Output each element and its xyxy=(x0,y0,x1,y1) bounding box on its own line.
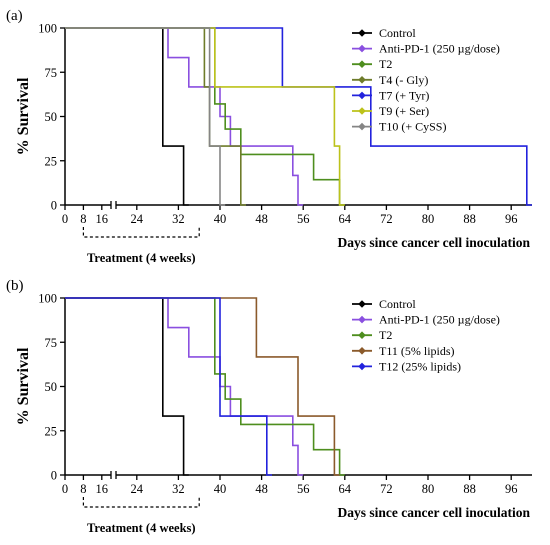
legend-entry: T2 xyxy=(379,57,392,71)
x-tick-label: 32 xyxy=(172,482,185,496)
y-axis-label: % Survival xyxy=(15,347,32,425)
y-tick-label: 100 xyxy=(38,292,57,306)
series-line xyxy=(65,27,532,206)
legend-marker-icon xyxy=(358,347,366,355)
x-tick-label: 88 xyxy=(463,482,476,496)
y-tick-label: 25 xyxy=(45,424,58,438)
x-tick-label: 40 xyxy=(214,482,227,496)
x-axis-label: Days since cancer cell inoculation xyxy=(338,505,531,520)
x-tick-label: 48 xyxy=(255,212,268,226)
legend-marker-icon xyxy=(358,331,366,339)
y-tick-label: 100 xyxy=(38,22,57,36)
series-line xyxy=(65,27,226,206)
x-tick-label: 8 xyxy=(80,212,86,226)
x-axis-label: Days since cancer cell inoculation xyxy=(338,235,531,250)
y-tick-label: 50 xyxy=(45,380,58,394)
y-tick-label: 75 xyxy=(45,336,58,350)
legend-marker-icon xyxy=(358,362,366,371)
x-tick-label: 72 xyxy=(380,212,393,226)
y-axis-label: % Survival xyxy=(15,77,32,155)
y-tick-label: 0 xyxy=(51,469,57,483)
legend-entry: T11 (5% lipids) xyxy=(379,344,455,358)
y-tick-label: 75 xyxy=(45,66,58,80)
series-line xyxy=(65,297,272,476)
legend-marker-icon xyxy=(358,122,366,131)
legend-marker-icon xyxy=(358,107,366,115)
x-tick-label: 56 xyxy=(297,482,310,496)
legend-entry: Control xyxy=(379,297,416,311)
y-tick-label: 0 xyxy=(51,199,57,213)
x-tick-label: 80 xyxy=(422,212,435,226)
x-tick-label: 16 xyxy=(96,482,109,496)
x-tick-label: 24 xyxy=(131,482,144,496)
treatment-bracket xyxy=(82,497,200,508)
legend-marker-icon xyxy=(358,76,366,84)
legend-entry: Control xyxy=(379,26,416,40)
x-tick-label: 24 xyxy=(131,212,144,226)
series-line xyxy=(65,297,340,476)
legend-entry: T9 (+ Ser) xyxy=(379,104,429,118)
legend-marker-icon xyxy=(358,60,366,68)
series-line xyxy=(65,27,189,206)
x-tick-label: 80 xyxy=(422,482,435,496)
treatment-label: Treatment (4 weeks) xyxy=(87,521,196,535)
x-tick-label: 48 xyxy=(255,482,268,496)
x-tick-label: 0 xyxy=(62,482,68,496)
treatment-bracket xyxy=(82,227,200,238)
legend-entry: T10 (+ CySS) xyxy=(379,120,446,134)
legend-entry: T2 xyxy=(379,328,392,342)
legend-entry: T4 (- Gly) xyxy=(379,73,428,87)
x-tick-label: 8 xyxy=(80,482,86,496)
x-tick-label: 88 xyxy=(463,212,476,226)
x-tick-label: 0 xyxy=(62,212,68,226)
legend-marker-icon xyxy=(358,315,366,324)
legend-entry: T7 (+ Tyr) xyxy=(379,88,429,102)
panel-label: (b) xyxy=(6,278,24,294)
legend-marker-icon xyxy=(358,91,366,100)
x-tick-label: 40 xyxy=(214,212,227,226)
y-tick-label: 25 xyxy=(45,154,58,168)
x-tick-label: 56 xyxy=(297,212,310,226)
y-tick-label: 50 xyxy=(45,110,58,124)
x-tick-label: 72 xyxy=(380,482,393,496)
x-tick-label: 64 xyxy=(339,212,352,226)
x-tick-label: 96 xyxy=(505,482,518,496)
series-line xyxy=(65,27,246,206)
series-line xyxy=(65,297,345,476)
legend-marker-icon xyxy=(358,300,366,308)
x-tick-label: 32 xyxy=(172,212,185,226)
series-line xyxy=(65,27,345,206)
legend-marker-icon xyxy=(358,29,366,37)
legend-marker-icon xyxy=(358,44,366,53)
series-line xyxy=(65,297,189,476)
legend-entry: Anti-PD-1 (250 µg/dose) xyxy=(379,42,500,56)
x-tick-label: 96 xyxy=(505,212,518,226)
legend-entry: Anti-PD-1 (250 µg/dose) xyxy=(379,313,500,327)
x-tick-label: 64 xyxy=(339,482,352,496)
legend-entry: T12 (25% lipids) xyxy=(379,359,461,373)
x-tick-label: 16 xyxy=(96,212,109,226)
panel-label: (a) xyxy=(6,8,23,24)
treatment-label: Treatment (4 weeks) xyxy=(87,251,196,265)
